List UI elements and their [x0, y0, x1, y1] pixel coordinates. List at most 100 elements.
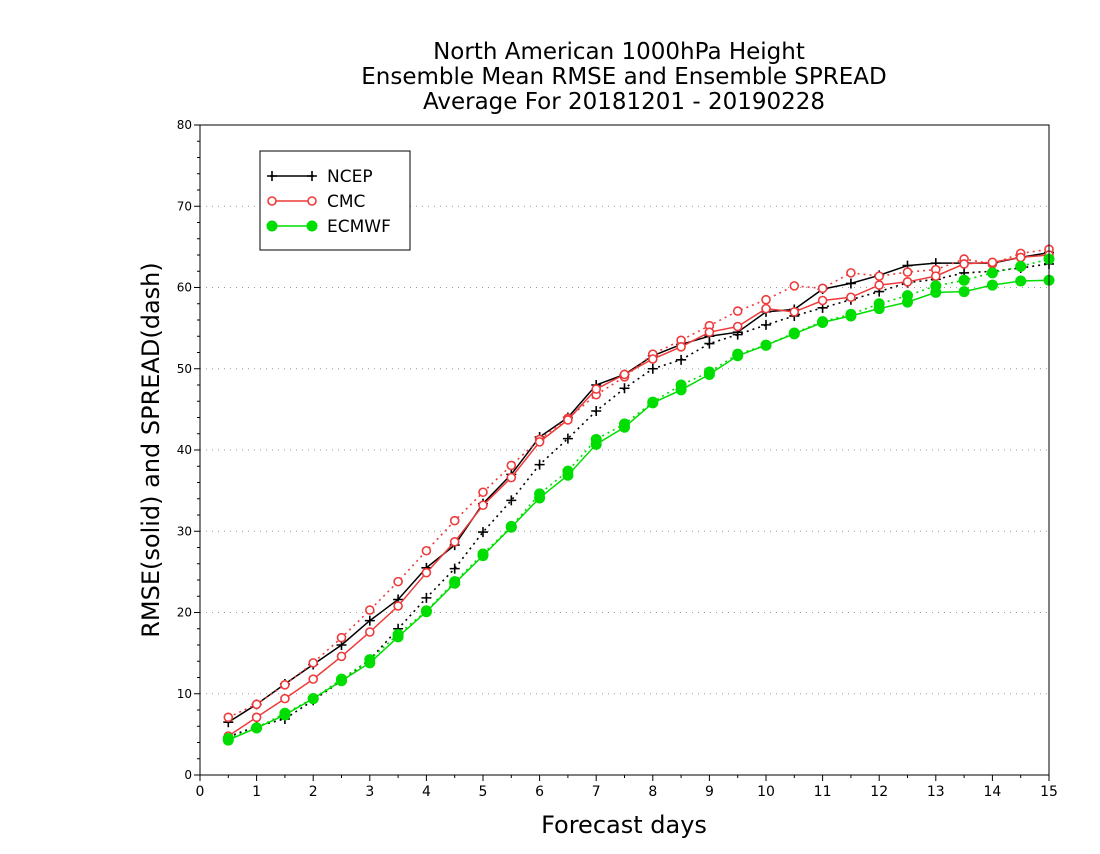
cmc-rmse-point	[1015, 252, 1026, 263]
y-tick-label: 80	[177, 118, 192, 132]
cmc-spread-point	[223, 712, 234, 723]
y-tick-label: 70	[177, 199, 192, 213]
ecmwf-rmse-point	[505, 521, 517, 533]
y-tick-label: 50	[177, 362, 192, 376]
title-line-1: North American 1000hPa Height	[433, 39, 805, 65]
cmc-rmse-point	[308, 674, 319, 684]
x-tick-label: 12	[870, 784, 888, 800]
ecmwf-rmse-point	[986, 279, 998, 291]
y-tick-label: 10	[177, 687, 192, 701]
ecmwf-rmse-point	[788, 328, 800, 340]
cmc-spread-point	[789, 281, 800, 291]
x-tick-label: 6	[535, 784, 544, 800]
legend-cmc-marker	[307, 196, 317, 206]
cmc-rmse-point	[280, 693, 290, 704]
ncep-spread-point	[449, 563, 460, 574]
x-tick-label: 8	[648, 784, 657, 800]
legend-ncep-label: NCEP	[327, 167, 373, 187]
x-tick-label: 13	[927, 784, 945, 800]
x-tick-label: 4	[422, 784, 431, 800]
cmc-spread-point	[393, 576, 403, 587]
y-axis-label: RMSE(solid) and SPREAD(dash)	[137, 262, 165, 638]
cmc-rmse-point	[902, 277, 913, 287]
ecmwf-spread-point	[1015, 260, 1027, 272]
ecmwf-rmse-point	[703, 368, 715, 380]
cmc-rmse-point	[393, 601, 403, 611]
cmc-spread-point	[902, 267, 913, 277]
x-tick-label: 10	[757, 784, 775, 800]
cmc-rmse-point	[534, 437, 545, 447]
ecmwf-rmse-point	[534, 492, 546, 504]
x-tick-label: 11	[814, 784, 832, 800]
cmc-spread-point	[308, 658, 319, 668]
cmc-rmse-point	[506, 472, 517, 483]
ecmwf-rmse-point	[449, 577, 461, 589]
y-tick-label: 20	[177, 606, 192, 620]
x-tick-label: 3	[365, 784, 374, 800]
cmc-rmse-point	[987, 257, 998, 268]
cmc-rmse-point	[732, 321, 743, 332]
ecmwf-rmse-point	[251, 722, 263, 734]
cmc-rmse-point	[789, 307, 800, 317]
x-tick-label: 7	[592, 784, 601, 800]
y-tick-label: 0	[184, 768, 192, 782]
x-tick-label: 0	[196, 784, 205, 800]
legend-ecmwf-marker	[306, 220, 318, 232]
cmc-rmse-point	[846, 292, 856, 303]
x-tick-label: 15	[1040, 784, 1058, 800]
legend-ecmwf-label: ECMWF	[327, 217, 391, 237]
cmc-rmse-point	[336, 651, 347, 662]
ecmwf-rmse-point	[958, 286, 970, 298]
ecmwf-rmse-point	[817, 316, 829, 328]
cmc-rmse-point	[676, 342, 686, 352]
ecmwf-rmse-point	[930, 286, 942, 298]
ecmwf-rmse-point	[336, 675, 347, 687]
cmc-rmse-point	[251, 712, 262, 723]
ncep-spread-point	[761, 319, 771, 330]
ecmwf-rmse-point	[562, 469, 574, 481]
ncep-spread-point	[591, 406, 602, 416]
ecmwf-rmse-point	[845, 310, 857, 322]
ecmwf-rmse-point	[873, 303, 885, 315]
ecmwf-rmse-point	[760, 339, 772, 351]
cmc-rmse-line	[227, 254, 1050, 737]
ecmwf-rmse-point	[1015, 275, 1027, 287]
cmc-spread-point	[506, 460, 517, 471]
cmc-rmse-point	[449, 537, 460, 547]
cmc-rmse-point	[761, 303, 771, 314]
ncep-spread-point	[676, 354, 687, 365]
ncep-spread-point	[562, 433, 573, 444]
plot-frame	[199, 124, 1050, 776]
legend-cmc-label: CMC	[327, 192, 365, 212]
ecmwf-rmse-point	[392, 631, 404, 643]
y-axis: 0 10 20 30 40 50 60 70 80	[177, 118, 200, 782]
x-tick-label: 9	[705, 784, 714, 800]
legend-ecmwf-marker	[266, 220, 278, 232]
cmc-rmse-point	[478, 500, 488, 511]
chart-title: North American 1000hPa Height Ensemble M…	[361, 39, 886, 115]
title-line-3: Average For 20181201 - 20190228	[423, 89, 825, 115]
cmc-rmse-point	[930, 271, 941, 281]
cmc-spread-point	[761, 294, 771, 305]
series-ecmwf	[222, 253, 1055, 746]
legend: NCEP CMC ECMWF	[259, 150, 411, 251]
cmc-spread-point	[817, 283, 828, 294]
cmc-rmse-point	[421, 567, 432, 578]
ecmwf-rmse-point	[675, 384, 687, 396]
cmc-spread-point	[449, 515, 460, 526]
series-layer	[222, 244, 1055, 746]
x-axis: 0 1 2 3 4 5 6 7 8 9 10 11 12 13 14 15	[196, 775, 1058, 800]
ncep-spread-point	[647, 363, 658, 374]
cmc-rmse-point	[364, 627, 375, 637]
ecmwf-spread-point	[986, 267, 998, 279]
x-tick-label: 1	[252, 784, 261, 800]
cmc-spread-point	[251, 699, 262, 710]
ecmwf-rmse-point	[279, 709, 291, 721]
ncep-spread-point	[534, 459, 545, 470]
cmc-rmse-point	[959, 259, 969, 269]
y-tick-label: 40	[177, 443, 192, 457]
series-cmc	[223, 244, 1054, 741]
x-axis-label: Forecast days	[541, 811, 707, 839]
y-tick-label: 60	[177, 281, 192, 295]
ecmwf-rmse-point	[647, 397, 659, 409]
